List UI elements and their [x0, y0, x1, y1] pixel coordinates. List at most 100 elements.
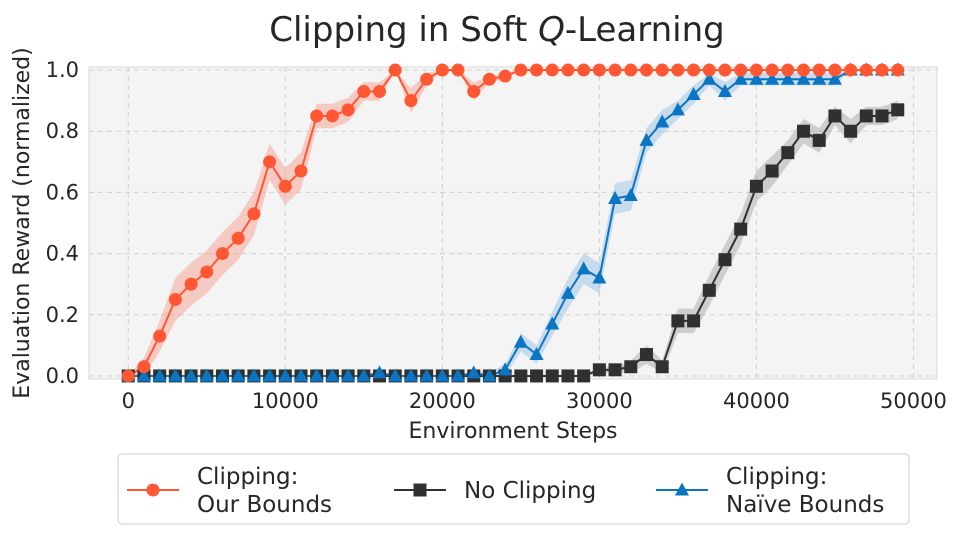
series-1-point [734, 222, 748, 236]
legend-box [117, 453, 910, 525]
series-2-point [246, 368, 261, 382]
series-2-point [199, 368, 214, 382]
series-1-point [891, 103, 905, 117]
x-tick-label: 30000 [566, 389, 633, 413]
series-1-point [875, 109, 889, 123]
series-2-point [262, 368, 277, 382]
series-1-point [859, 109, 873, 123]
series-2-point [545, 316, 560, 330]
series-0-point [624, 63, 638, 77]
series-2-point [435, 368, 450, 382]
y-tick-label: 0.2 [46, 303, 79, 327]
series-0-point [137, 360, 151, 374]
y-tick-label: 0.4 [46, 242, 79, 266]
series-1-point [639, 348, 653, 362]
series-0-point [310, 109, 324, 123]
series-2-point [278, 368, 293, 382]
series-2-point [513, 334, 528, 348]
series-2-point [466, 365, 481, 379]
series-1-point [530, 369, 544, 383]
series-2-point [419, 368, 434, 382]
series-0-point [278, 179, 292, 193]
series-2-point [168, 368, 183, 382]
series-0-point [153, 329, 167, 343]
series-2-point [356, 368, 371, 382]
series-0-point [592, 63, 606, 77]
series-1-point [765, 164, 779, 178]
series-2-point [136, 368, 151, 382]
series-0-point [875, 63, 889, 77]
series-1-point [561, 369, 575, 383]
series-2-point [231, 368, 246, 382]
series-0-point [184, 277, 198, 291]
x-tick-label: 0 [122, 389, 135, 413]
series-0-point [844, 63, 858, 77]
y-tick-labels: 0.0 0.2 0.4 0.6 0.8 1.0 [46, 58, 79, 388]
series-0-point [357, 84, 371, 98]
series-0-point [577, 63, 591, 77]
series-2-point [592, 270, 607, 284]
series-0-point [200, 265, 214, 279]
series-2-point [184, 368, 199, 382]
series-2-point [341, 368, 356, 382]
legend-label-2-line-1: Naïve Bounds [726, 492, 884, 518]
x-tick-labels: 0 10000 20000 30000 40000 50000 [122, 389, 947, 413]
series-2-point [152, 368, 167, 382]
legend-marker-0 [146, 483, 160, 497]
legend-label-1: No Clipping [464, 478, 596, 504]
series-2-point [718, 83, 732, 97]
series-0-point [828, 63, 842, 77]
plot-area [88, 66, 938, 380]
series-0-point [655, 63, 669, 77]
series-2-point [812, 71, 827, 85]
series-2-point [529, 347, 544, 361]
y-tick-label: 0.8 [46, 119, 79, 143]
series-0-point [482, 72, 496, 86]
series-1-point [844, 124, 858, 138]
series-2-point [686, 87, 701, 101]
series-0-point [404, 94, 418, 108]
series-0-point [687, 63, 701, 77]
series-2-point [451, 368, 466, 382]
series-0-point [341, 103, 355, 117]
legend-label-0-line-0: Clipping: [197, 464, 298, 490]
series-0-point [812, 63, 826, 77]
x-tick-label: 10000 [252, 389, 319, 413]
series-2-point [765, 71, 780, 85]
series-0-point [420, 72, 434, 86]
series-1-point [655, 360, 669, 374]
series-1-point [718, 253, 732, 267]
series-0-point [545, 63, 559, 77]
x-tick-label: 40000 [723, 389, 790, 413]
y-tick-label: 0.6 [46, 180, 79, 204]
series-0-point [561, 63, 575, 77]
y-axis-label: Evaluation Reward (normalized) [10, 47, 35, 398]
series-2-point [796, 71, 811, 85]
title-part-1: Clipping in Soft [269, 10, 538, 50]
series-0-point [247, 207, 261, 221]
x-axis-label: Environment Steps [408, 419, 617, 444]
series-0-point [325, 109, 339, 123]
series-2-point [498, 362, 513, 376]
series-1-point [577, 369, 591, 383]
series-1-point [828, 109, 842, 123]
series-1-point [812, 133, 826, 147]
series-2-point [608, 191, 623, 205]
series-0-point [718, 63, 732, 77]
series-1-point [624, 360, 638, 374]
series-0-point [781, 63, 795, 77]
series-0-point [231, 231, 245, 245]
series-1-point [749, 179, 763, 193]
series-0-point [498, 69, 512, 83]
series-0-point [749, 63, 763, 77]
series-0-point [608, 63, 622, 77]
series-0-point [702, 63, 716, 77]
series-1-point [592, 363, 606, 377]
title-part-3: -Learning [565, 10, 725, 50]
confidence-bands [128, 70, 898, 376]
series-1-band [128, 100, 898, 376]
series-2-point [403, 368, 418, 382]
series-0-point [263, 155, 277, 169]
series-2-point [702, 71, 717, 85]
